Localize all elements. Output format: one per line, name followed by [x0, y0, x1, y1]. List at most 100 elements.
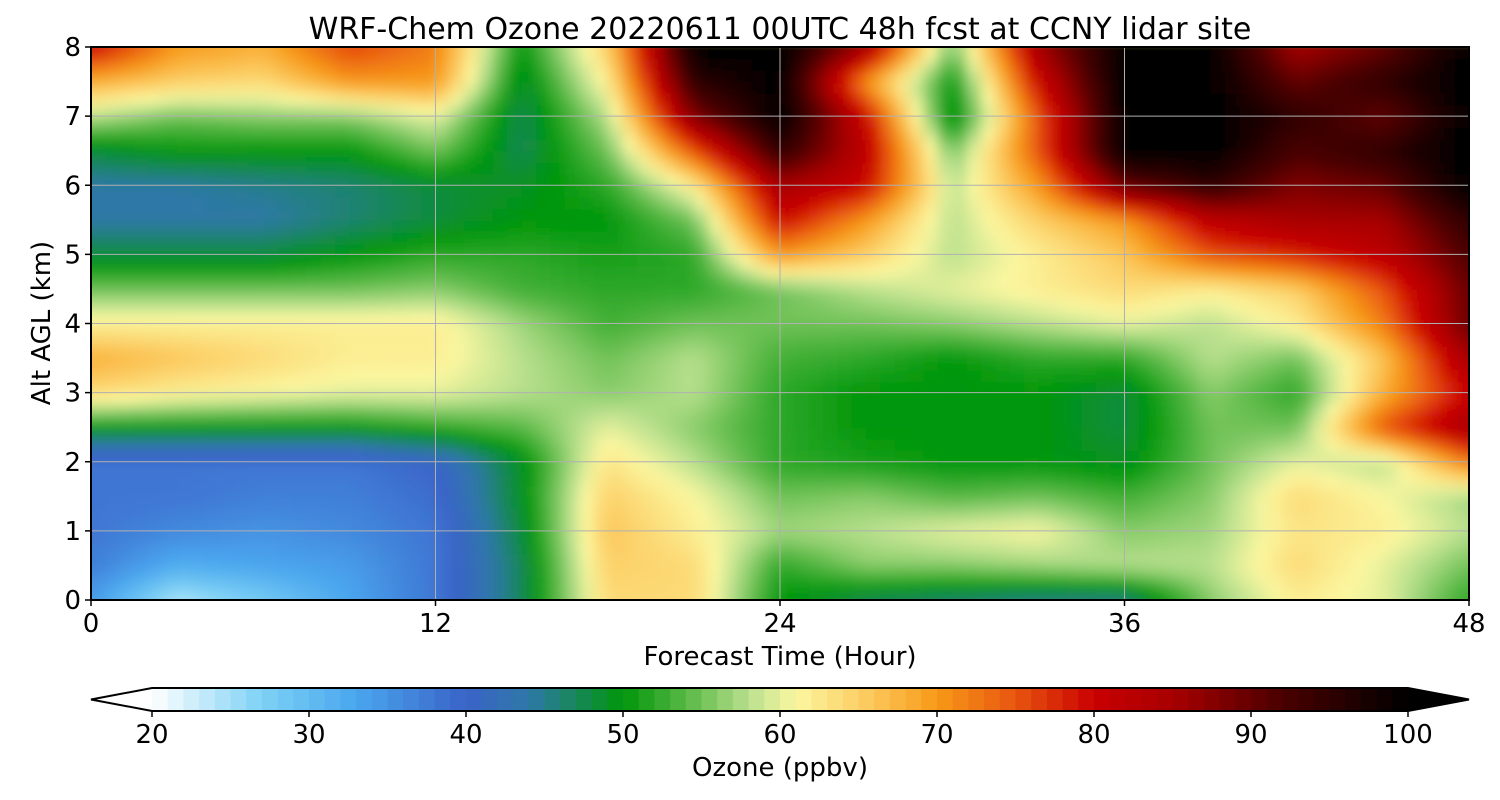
heatmap-cell: [765, 392, 781, 405]
heatmap-cell: [607, 47, 623, 60]
heatmap-cell: [851, 208, 867, 221]
heatmap-cell: [521, 565, 537, 578]
heatmap-cell: [105, 185, 121, 198]
heatmap-cell: [535, 173, 552, 187]
heatmap-cell: [622, 450, 638, 463]
heatmap-cell: [679, 219, 695, 233]
heatmap-cell: [134, 300, 150, 313]
heatmap-cell: [1067, 277, 1083, 290]
heatmap-cell: [421, 323, 437, 336]
heatmap-cell: [349, 219, 365, 233]
heatmap-cell: [1153, 335, 1169, 348]
heatmap-cell: [1153, 173, 1169, 187]
heatmap-cell: [1038, 576, 1054, 590]
heatmap-cell: [665, 93, 681, 106]
heatmap-cell: [1339, 588, 1355, 600]
heatmap-cell: [823, 473, 839, 486]
heatmap-cell: [1282, 542, 1298, 555]
heatmap-cell: [1411, 519, 1427, 532]
heatmap-cell: [277, 404, 293, 417]
heatmap-cell: [1138, 127, 1154, 140]
heatmap-cell: [1038, 530, 1054, 544]
heatmap-cell: [823, 116, 839, 129]
heatmap-cell: [980, 553, 997, 567]
heatmap-cell: [866, 323, 882, 336]
heatmap-cell: [1311, 265, 1327, 279]
heatmap-cell: [277, 565, 293, 578]
heatmap-cell: [1382, 588, 1399, 600]
heatmap-cell: [1052, 162, 1068, 175]
heatmap-cell: [1354, 47, 1370, 48]
heatmap-cell: [923, 185, 939, 198]
heatmap-cell: [1124, 450, 1140, 463]
heatmap-cell: [622, 242, 638, 256]
heatmap-cell: [550, 254, 566, 267]
heatmap-cell: [1382, 162, 1399, 175]
heatmap-cell: [1210, 173, 1226, 187]
heatmap-cell: [148, 300, 164, 313]
heatmap-cell: [722, 438, 738, 452]
heatmap-cell: [1296, 47, 1312, 48]
heatmap-cell: [780, 588, 796, 600]
heatmap-cell: [1325, 265, 1341, 279]
heatmap-cell: [435, 139, 451, 152]
heatmap-cell: [335, 288, 351, 302]
heatmap-cell: [1224, 450, 1241, 463]
heatmap-cell: [478, 369, 494, 382]
heatmap-cell: [765, 507, 781, 521]
heatmap-cell: [220, 162, 236, 175]
heatmap-cell: [1224, 519, 1241, 532]
heatmap-cell: [1153, 139, 1169, 152]
heatmap-cell: [736, 427, 753, 440]
heatmap-cell: [1282, 185, 1298, 198]
heatmap-cell: [349, 496, 365, 509]
heatmap-cell: [1067, 93, 1083, 106]
heatmap-cell: [937, 277, 954, 290]
heatmap-cell: [1210, 427, 1226, 440]
heatmap-cell: [952, 208, 968, 221]
heatmap-cell: [1181, 104, 1198, 117]
heatmap-cell: [205, 335, 221, 348]
heatmap-cell: [320, 484, 336, 498]
heatmap-cell: [1339, 47, 1355, 48]
heatmap-cell: [765, 358, 781, 371]
heatmap-cell: [866, 219, 882, 233]
heatmap-cell: [1138, 415, 1154, 428]
heatmap-cell: [449, 496, 465, 509]
heatmap-cell: [693, 277, 710, 290]
heatmap-cell: [980, 576, 997, 590]
heatmap-cell: [708, 519, 724, 532]
heatmap-cell: [1210, 277, 1226, 290]
heatmap-cell: [1411, 127, 1427, 140]
heatmap-cell: [894, 473, 910, 486]
heatmap-cell: [421, 70, 437, 83]
heatmap-cell: [823, 70, 839, 83]
x-tick-label: 12: [419, 609, 452, 639]
heatmap-cell: [1296, 519, 1312, 532]
heatmap-cell: [406, 116, 422, 129]
heatmap-cell: [1354, 530, 1370, 544]
heatmap-cell: [1382, 208, 1399, 221]
heatmap-cell: [851, 381, 867, 394]
heatmap-cell: [1296, 438, 1312, 452]
colorbar-segment: [874, 688, 891, 711]
heatmap-cell: [995, 335, 1011, 348]
heatmap-cell: [363, 496, 379, 509]
heatmap-cell: [980, 58, 997, 71]
heatmap-cell: [1253, 369, 1269, 382]
heatmap-cell: [1382, 311, 1399, 325]
heatmap-cell: [1311, 427, 1327, 440]
heatmap-cell: [1469, 588, 1484, 600]
heatmap-cell: [248, 288, 265, 302]
heatmap-cell: [507, 219, 523, 233]
heatmap-cell: [866, 530, 882, 544]
heatmap-cell: [1311, 116, 1327, 129]
heatmap-cell: [622, 369, 638, 382]
heatmap-cell: [1325, 70, 1341, 83]
heatmap-cell: [1411, 93, 1427, 106]
heatmap-cell: [1397, 450, 1413, 463]
heatmap-cell: [1253, 104, 1269, 117]
heatmap-cell: [521, 588, 537, 600]
heatmap-cell: [1081, 427, 1097, 440]
heatmap-cell: [894, 277, 910, 290]
